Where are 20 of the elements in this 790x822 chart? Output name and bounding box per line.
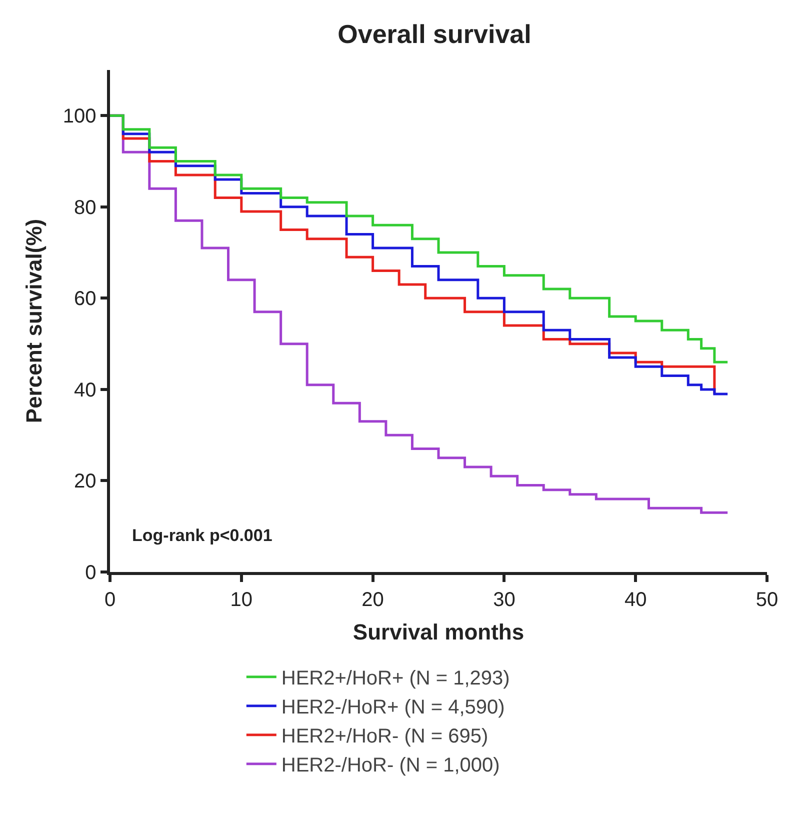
y-tick-label: 100 xyxy=(62,106,96,128)
legend-label: HER2+/HoR- (N = 695) xyxy=(281,726,488,748)
legend-label: HER2-/HoR- (N = 1,000) xyxy=(281,754,500,777)
y-tick-label: 40 xyxy=(74,379,96,402)
x-tick-label: 20 xyxy=(362,588,384,611)
y-tick-label: 20 xyxy=(74,470,96,493)
x-tick-label: 50 xyxy=(756,588,778,611)
y-tick-label: 80 xyxy=(74,196,96,219)
x-axis-title: Survival months xyxy=(352,620,524,645)
annotation: Log-rank p<0.001 xyxy=(132,526,272,545)
y-tick-label: 60 xyxy=(74,288,96,310)
x-tick-label: 30 xyxy=(493,588,516,611)
x-tick-label: 40 xyxy=(624,588,647,611)
chart-title: Overall survival xyxy=(338,18,532,49)
x-tick-label: 10 xyxy=(230,588,253,611)
x-tick-label: 0 xyxy=(104,588,116,611)
legend-label: HER2+/HoR+ (N = 1,293) xyxy=(281,668,510,690)
y-axis-title: Percent survival(%) xyxy=(22,218,47,424)
legend-label: HER2-/HoR+ (N = 4,590) xyxy=(281,696,505,719)
y-tick-label: 0 xyxy=(85,562,96,584)
